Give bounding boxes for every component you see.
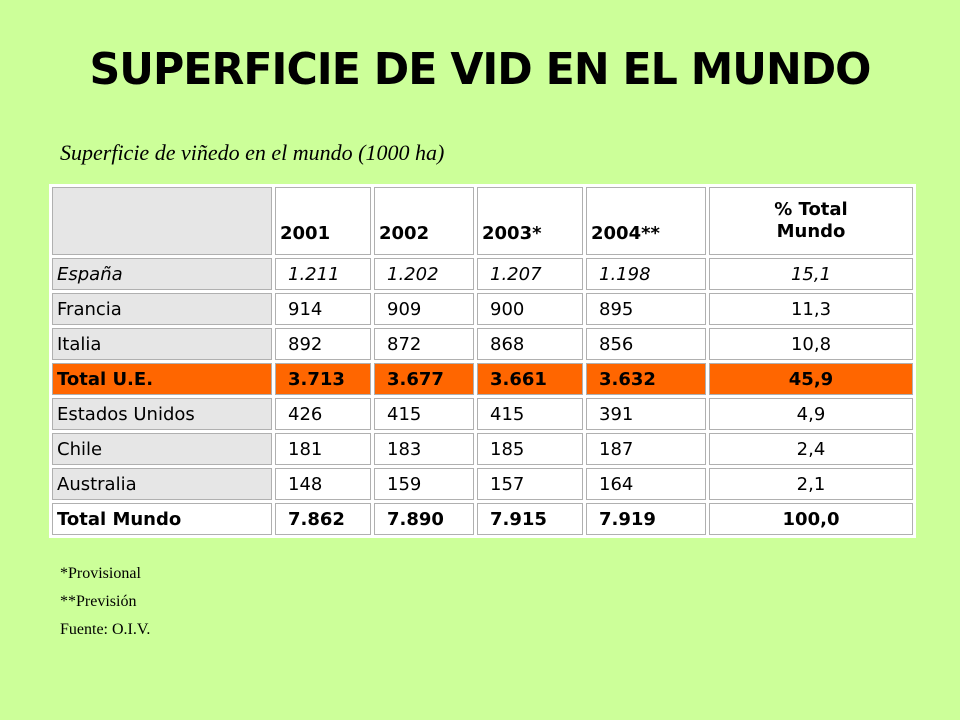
value-cell: 187 <box>586 433 706 465</box>
table-row: Total U.E. 3.713 3.677 3.661 3.632 45,9 <box>52 363 913 395</box>
header-pct-line1: % Total <box>774 199 848 220</box>
table-header-row: 2001 2002 2003* 2004** % Total Mundo <box>52 187 913 255</box>
value-cell: 148 <box>275 468 371 500</box>
value-cell: 185 <box>477 433 583 465</box>
footnote-source: Fuente: O.I.V. <box>60 621 151 638</box>
table-row: Estados Unidos 426 415 415 391 4,9 <box>52 398 913 430</box>
value-cell: 159 <box>374 468 474 500</box>
value-cell: 181 <box>275 433 371 465</box>
value-cell: 3.661 <box>477 363 583 395</box>
page-title: SUPERFICIE DE VID EN EL MUNDO <box>89 44 872 95</box>
footnotes: *Provisional **Previsión Fuente: O.I.V. <box>60 560 150 644</box>
pct-cell: 10,8 <box>709 328 913 360</box>
value-cell: 3.713 <box>275 363 371 395</box>
row-label: España <box>52 258 272 290</box>
value-cell: 157 <box>477 468 583 500</box>
footnote-provisional: *Provisional <box>60 565 141 582</box>
table-row: Australia 148 159 157 164 2,1 <box>52 468 913 500</box>
value-cell: 1.207 <box>477 258 583 290</box>
value-cell: 914 <box>275 293 371 325</box>
table-row: Total Mundo 7.862 7.890 7.915 7.919 100,0 <box>52 503 913 535</box>
value-cell: 415 <box>477 398 583 430</box>
header-year-2004: 2004** <box>586 187 706 255</box>
row-label: Francia <box>52 293 272 325</box>
value-cell: 872 <box>374 328 474 360</box>
footnote-prevision: **Previsión <box>60 593 137 610</box>
row-label: Chile <box>52 433 272 465</box>
pct-cell: 11,3 <box>709 293 913 325</box>
value-cell: 895 <box>586 293 706 325</box>
value-cell: 415 <box>374 398 474 430</box>
header-year-2002: 2002 <box>374 187 474 255</box>
row-label: Total U.E. <box>52 363 272 395</box>
value-cell: 1.211 <box>275 258 371 290</box>
value-cell: 900 <box>477 293 583 325</box>
row-label: Italia <box>52 328 272 360</box>
value-cell: 909 <box>374 293 474 325</box>
value-cell: 7.890 <box>374 503 474 535</box>
vineyard-area-table: 2001 2002 2003* 2004** % Total Mundo Espa… <box>49 184 916 538</box>
value-cell: 7.915 <box>477 503 583 535</box>
table-row: Italia 892 872 868 856 10,8 <box>52 328 913 360</box>
table-row: Chile 181 183 185 187 2,4 <box>52 433 913 465</box>
value-cell: 391 <box>586 398 706 430</box>
value-cell: 7.862 <box>275 503 371 535</box>
row-label: Total Mundo <box>52 503 272 535</box>
pct-cell: 2,4 <box>709 433 913 465</box>
value-cell: 3.677 <box>374 363 474 395</box>
header-pct-line2: Mundo <box>776 221 846 242</box>
table-row: España 1.211 1.202 1.207 1.198 15,1 <box>52 258 913 290</box>
header-pct-total: % Total Mundo <box>709 187 913 255</box>
pct-cell: 45,9 <box>709 363 913 395</box>
value-cell: 1.202 <box>374 258 474 290</box>
pct-cell: 4,9 <box>709 398 913 430</box>
row-label: Estados Unidos <box>52 398 272 430</box>
value-cell: 426 <box>275 398 371 430</box>
row-label: Australia <box>52 468 272 500</box>
value-cell: 892 <box>275 328 371 360</box>
value-cell: 856 <box>586 328 706 360</box>
header-year-2001: 2001 <box>275 187 371 255</box>
value-cell: 7.919 <box>586 503 706 535</box>
pct-cell: 100,0 <box>709 503 913 535</box>
value-cell: 3.632 <box>586 363 706 395</box>
table-row: Francia 914 909 900 895 11,3 <box>52 293 913 325</box>
header-corner-cell <box>52 187 272 255</box>
pct-cell: 15,1 <box>709 258 913 290</box>
value-cell: 183 <box>374 433 474 465</box>
value-cell: 164 <box>586 468 706 500</box>
pct-cell: 2,1 <box>709 468 913 500</box>
value-cell: 868 <box>477 328 583 360</box>
table-caption: Superficie de viñedo en el mundo (1000 h… <box>60 140 445 165</box>
value-cell: 1.198 <box>586 258 706 290</box>
header-year-2003: 2003* <box>477 187 583 255</box>
